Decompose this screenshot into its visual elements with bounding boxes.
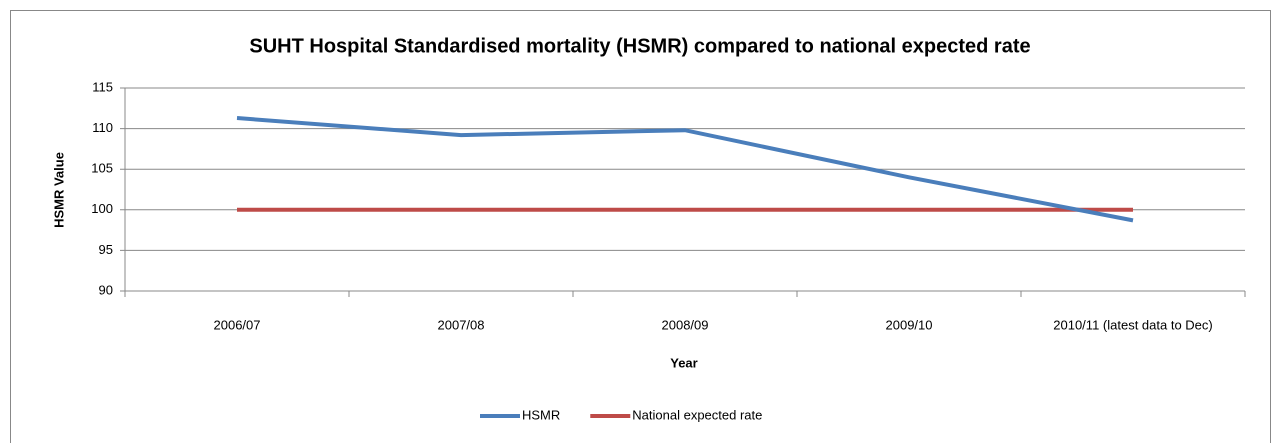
y-tick-label: 110: [92, 120, 113, 135]
legend-label: National expected rate: [632, 407, 762, 422]
x-tick-label: 2009/10: [886, 317, 933, 332]
chart-border: [10, 10, 1271, 443]
y-tick-label: 95: [99, 242, 113, 257]
y-tick-label: 90: [99, 282, 113, 297]
x-tick-label: 2007/08: [438, 317, 485, 332]
y-tick-label: 100: [91, 201, 113, 216]
legend-label: HSMR: [522, 407, 560, 422]
y-axis-label: HSMR Value: [51, 152, 66, 228]
y-tick-label: 115: [92, 79, 113, 94]
x-tick-label: 2008/09: [662, 317, 709, 332]
x-tick-label: 2006/07: [214, 317, 261, 332]
x-axis-label: Year: [670, 355, 697, 370]
y-tick-label: 105: [91, 161, 113, 176]
chart-title: SUHT Hospital Standardised mortality (HS…: [249, 35, 1030, 57]
series-line: [236, 116, 1134, 223]
x-tick-label: 2010/11 (latest data to Dec): [1053, 317, 1212, 332]
